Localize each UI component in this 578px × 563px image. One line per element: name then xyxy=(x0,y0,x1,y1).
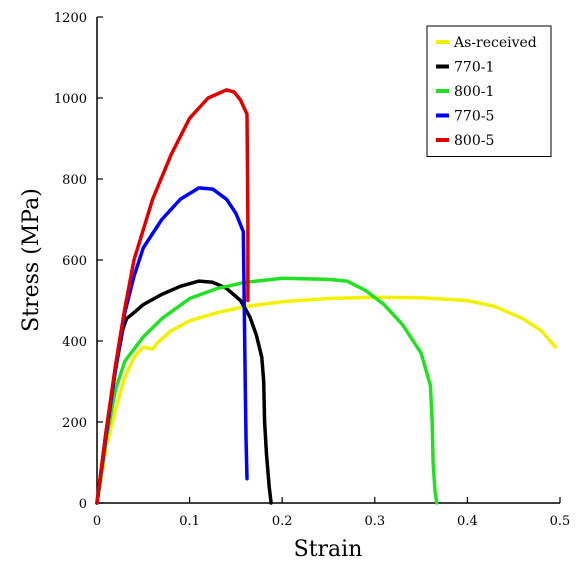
x-tick-label: 0.5 xyxy=(550,514,571,529)
y-tick-label: 1000 xyxy=(54,92,87,107)
legend-label: 800-5 xyxy=(454,133,494,149)
x-tick-label: 0.3 xyxy=(364,514,385,529)
legend-label: 770-5 xyxy=(454,109,494,125)
series-line-800-1 xyxy=(95,276,439,505)
x-axis-title: Strain xyxy=(294,537,363,562)
x-axis: 0 0.1 0.2 0.3 0.4 0.5 xyxy=(93,497,570,529)
y-axis-title: Stress (MPa) xyxy=(19,188,44,332)
x-tick-label: 0.1 xyxy=(179,514,200,529)
legend-label: 770-1 xyxy=(454,60,494,76)
series-lines xyxy=(95,88,558,505)
legend-label: As-received xyxy=(453,35,537,51)
x-tick-label: 0.2 xyxy=(272,514,293,529)
y-tick-label: 200 xyxy=(62,416,87,431)
y-tick-label: 800 xyxy=(62,173,87,188)
legend: As-received 770-1 800-1 770-5 800-5 xyxy=(426,25,552,157)
series-line-as-received xyxy=(95,295,558,505)
y-tick-label: 400 xyxy=(62,335,87,350)
y-tick-label: 600 xyxy=(62,254,87,269)
legend-label: 800-1 xyxy=(454,84,494,100)
x-tick-label: 0.4 xyxy=(457,514,478,529)
x-tick-label: 0 xyxy=(93,514,101,529)
y-tick-label: 1200 xyxy=(54,11,87,26)
y-tick-label: 0 xyxy=(79,497,87,512)
y-axis: 0 200 400 600 800 1000 1200 xyxy=(54,11,103,512)
series-line-800-5 xyxy=(95,88,250,505)
